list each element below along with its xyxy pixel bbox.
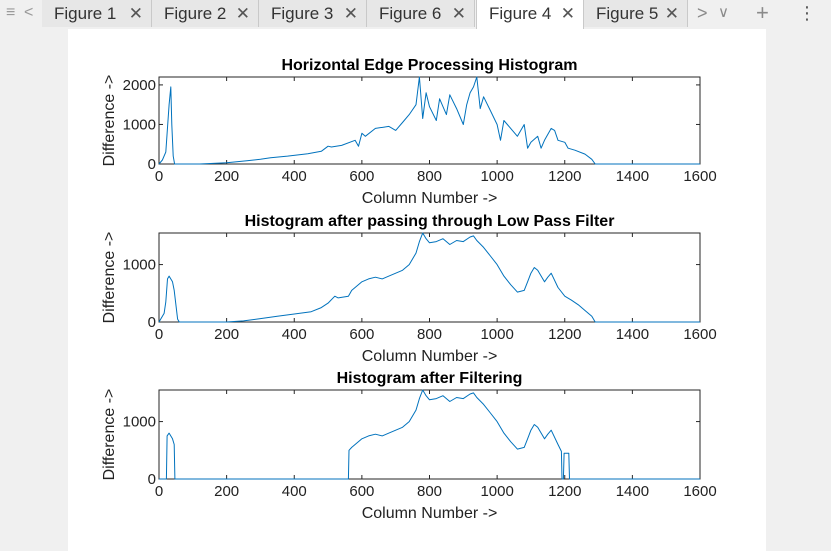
x-tick-label: 600: [349, 483, 374, 500]
chart-2: 0 200 400 600 800 1000 1200 1400 1600 0 1000 Histog…: [101, 213, 717, 365]
y-tick-label: 2000: [123, 77, 156, 94]
add-figure-icon[interactable]: +: [756, 0, 769, 25]
y-tick-label: 0: [148, 471, 156, 488]
x-tick-label: 1600: [683, 483, 716, 500]
tab-figure-6[interactable]: Figure 6 ✕: [367, 0, 475, 27]
x-tick-label: 200: [214, 168, 239, 185]
tab-label: Figure 1: [54, 4, 117, 23]
y-tick-label: 1000: [123, 257, 156, 274]
tab-menu-icon[interactable]: ≡: [6, 4, 16, 21]
x-tick-label: 1000: [480, 168, 513, 185]
close-icon[interactable]: ✕: [560, 4, 575, 23]
x-tick-label: 400: [282, 326, 307, 343]
y-tick-label: 0: [148, 314, 156, 331]
x-tick-label: 1400: [616, 326, 649, 343]
x-tick-label: 1200: [548, 326, 581, 343]
x-tick-label: 800: [417, 168, 442, 185]
y-axis-label: Difference ->: [101, 389, 118, 481]
y-tick-label: 1000: [123, 116, 156, 133]
x-tick-label: 200: [214, 483, 239, 500]
data-series-line: [158, 76, 700, 165]
y-tick-label: 1000: [123, 414, 156, 431]
x-tick-label: 1000: [480, 483, 513, 500]
tab-list-dropdown-icon[interactable]: ∨: [718, 4, 729, 21]
figure-tab-bar: ≡ < Figure 1 ✕ Figure 2 ✕ Figure 3 ✕ Figure 6 ✕…: [0, 0, 831, 29]
x-tick-label: 1600: [683, 168, 716, 185]
plot-area: [158, 232, 701, 323]
tab-label: Figure 6: [379, 4, 442, 23]
tab-figure-2[interactable]: Figure 2 ✕: [152, 0, 259, 27]
tab-scroll-right-icon[interactable]: >: [697, 3, 708, 23]
close-icon[interactable]: ✕: [451, 4, 466, 23]
x-axis-label: Column Number ->: [362, 348, 498, 365]
plot-area: [158, 76, 701, 165]
x-tick-label: 1000: [480, 326, 513, 343]
x-tick-label: 600: [349, 326, 374, 343]
tab-figure-4[interactable]: Figure 4 ✕: [476, 0, 584, 29]
chart-3: 0 200 400 600 800 1000 1200 1400 1600 0 1000 Histog…: [101, 370, 717, 522]
x-tick-label: 1200: [548, 483, 581, 500]
tab-label: Figure 2: [164, 4, 227, 23]
tab-figure-3[interactable]: Figure 3 ✕: [259, 0, 367, 27]
chart-title: Horizontal Edge Processing Histogram: [281, 57, 577, 74]
close-icon[interactable]: ✕: [235, 4, 250, 23]
chart-1: 0 200 400 600 800 1000 1200 1400 1600 0 1000 2000 Ho…: [101, 57, 717, 207]
x-tick-label: 0: [155, 326, 163, 343]
x-tick-label: 200: [214, 326, 239, 343]
data-series-line: [158, 232, 700, 323]
tab-figure-5[interactable]: Figure 5 ✕: [584, 0, 688, 27]
more-options-icon[interactable]: ⋮: [798, 3, 816, 23]
x-tick-label: 1200: [548, 168, 581, 185]
chart-title: Histogram after Filtering: [337, 370, 523, 387]
close-icon[interactable]: ✕: [128, 4, 143, 23]
x-tick-label: 400: [282, 483, 307, 500]
x-tick-label: 800: [417, 483, 442, 500]
x-tick-label: 1400: [616, 483, 649, 500]
y-axis-label: Difference ->: [101, 232, 118, 324]
tab-label: Figure 4: [489, 4, 552, 23]
close-icon[interactable]: ✕: [664, 4, 679, 23]
x-tick-label: 400: [282, 168, 307, 185]
data-series-line: [159, 389, 700, 480]
tab-scroll-left-icon[interactable]: <: [24, 4, 34, 21]
x-tick-label: 600: [349, 168, 374, 185]
y-tick-label: 0: [148, 156, 156, 173]
x-tick-label: 0: [155, 483, 163, 500]
x-tick-label: 1400: [616, 168, 649, 185]
x-axis-label: Column Number ->: [362, 190, 498, 207]
x-tick-label: 1600: [683, 326, 716, 343]
x-axis-label: Column Number ->: [362, 505, 498, 522]
tab-figure-1[interactable]: Figure 1 ✕: [42, 0, 152, 27]
x-tick-label: 800: [417, 326, 442, 343]
plot-area: [158, 389, 701, 480]
tab-label: Figure 5: [596, 4, 659, 23]
chart-title: Histogram after passing through Low Pass…: [245, 213, 615, 230]
tab-label: Figure 3: [271, 4, 334, 23]
x-tick-label: 0: [155, 168, 163, 185]
close-icon[interactable]: ✕: [343, 4, 358, 23]
y-axis-label: Difference ->: [101, 75, 118, 167]
